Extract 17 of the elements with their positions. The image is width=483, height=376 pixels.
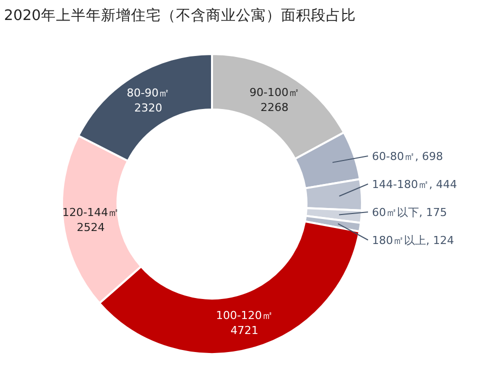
- slice-label: 144-180㎡: [372, 178, 429, 191]
- slice-label: 60㎡以下: [372, 206, 419, 219]
- slice-label: 90-100㎡: [250, 86, 300, 99]
- data-label: , 175: [419, 206, 447, 219]
- data-label: , 444: [428, 178, 457, 191]
- slice-label: 180㎡以上: [372, 234, 426, 247]
- chart-title: 2020年上半年新增住宅（不含商业公寓）面积段占比: [4, 7, 356, 24]
- data-label: 4721: [230, 324, 258, 337]
- data-label: 2268: [260, 100, 289, 114]
- data-label: , 698: [414, 150, 443, 163]
- data-label: , 124: [426, 234, 454, 247]
- slice-label: 100-120㎡: [216, 308, 273, 322]
- slice-label: 80-90㎡: [126, 86, 170, 100]
- slice-label: 60-80㎡: [372, 150, 415, 163]
- slice-label: 120-144㎡: [62, 206, 120, 220]
- data-label: 2524: [76, 221, 105, 234]
- data-label: 2320: [134, 102, 162, 115]
